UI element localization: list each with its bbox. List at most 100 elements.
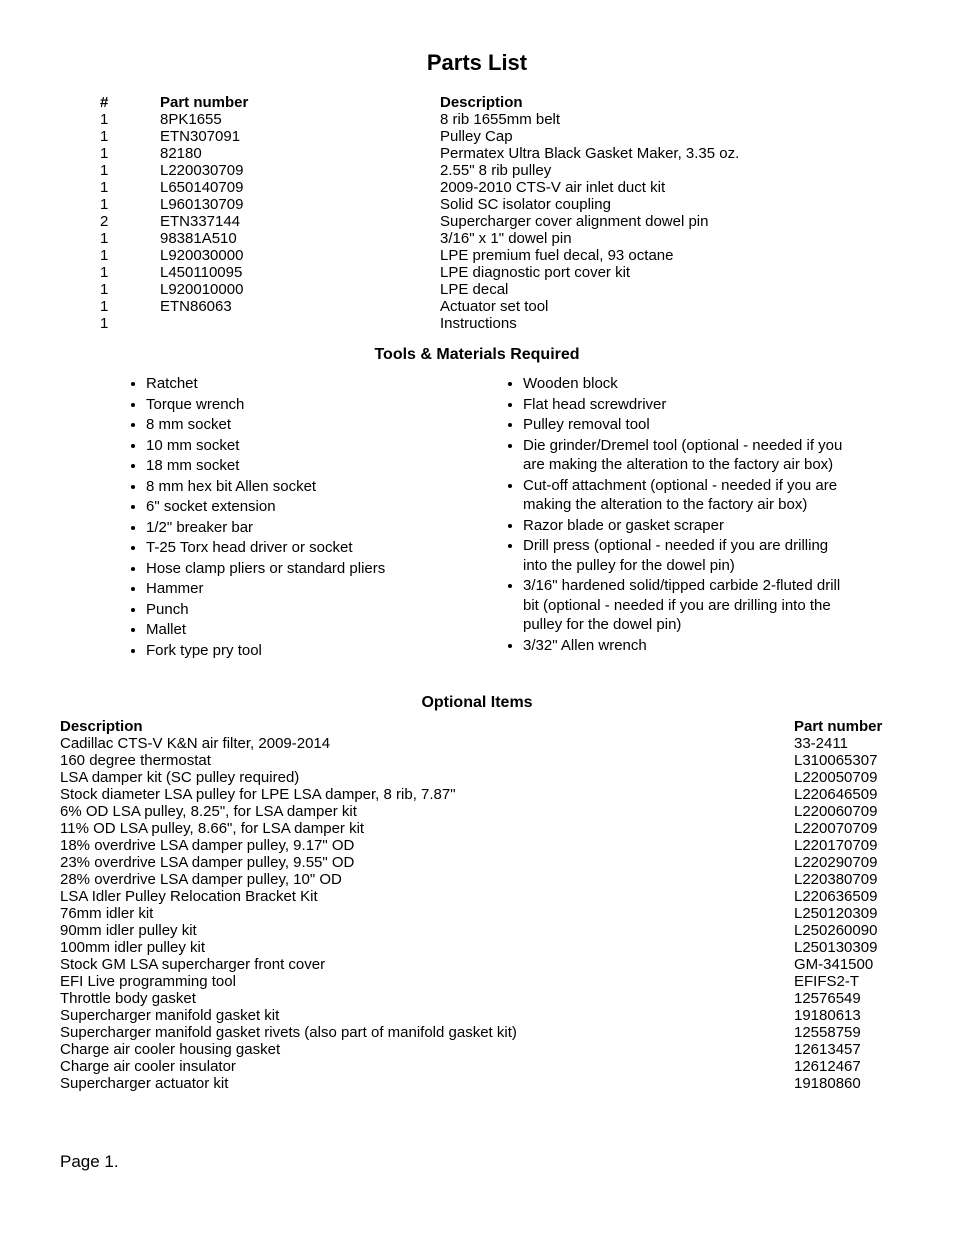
optional-description: Throttle body gasket xyxy=(60,990,794,1007)
tool-item: T-25 Torx head driver or socket xyxy=(146,538,477,558)
optional-row: 160 degree thermostatL310065307 xyxy=(60,752,894,769)
tool-item: Hose clamp pliers or standard pliers xyxy=(146,559,477,579)
optional-row: Charge air cooler housing gasket12613457 xyxy=(60,1041,894,1058)
optional-row: EFI Live programming toolEFIFS2-T xyxy=(60,973,894,990)
tools-col-left: RatchetTorque wrench8 mm socket10 mm soc… xyxy=(100,370,477,664)
tool-item: Ratchet xyxy=(146,374,477,394)
optional-description: 6% OD LSA pulley, 8.25", for LSA damper … xyxy=(60,803,794,820)
part-qty: 1 xyxy=(100,145,160,162)
optional-description: 28% overdrive LSA damper pulley, 10" OD xyxy=(60,871,794,888)
part-description: Solid SC isolator coupling xyxy=(440,196,894,213)
parts-table-header: # Part number Description xyxy=(100,94,894,111)
parts-table: # Part number Description 18PK16558 rib … xyxy=(100,94,894,332)
part-qty: 1 xyxy=(100,264,160,281)
part-qty: 1 xyxy=(100,247,160,264)
optional-part-number: L220636509 xyxy=(794,888,894,905)
optional-description: 160 degree thermostat xyxy=(60,752,794,769)
part-number xyxy=(160,315,440,332)
part-description: LPE decal xyxy=(440,281,894,298)
optional-heading: Optional Items xyxy=(60,694,894,712)
part-number: L450110095 xyxy=(160,264,440,281)
part-qty: 2 xyxy=(100,213,160,230)
optional-description: 76mm idler kit xyxy=(60,905,794,922)
optional-row: Stock GM LSA supercharger front coverGM-… xyxy=(60,956,894,973)
part-qty: 1 xyxy=(100,162,160,179)
part-qty: 1 xyxy=(100,196,160,213)
optional-row: Cadillac CTS-V K&N air filter, 2009-2014… xyxy=(60,735,894,752)
parts-row: 1ETN307091Pulley Cap xyxy=(100,128,894,145)
optional-row: LSA damper kit (SC pulley required)L2200… xyxy=(60,769,894,786)
optional-row: 28% overdrive LSA damper pulley, 10" ODL… xyxy=(60,871,894,888)
parts-row: 2ETN337144Supercharger cover alignment d… xyxy=(100,213,894,230)
parts-row: 1L450110095LPE diagnostic port cover kit xyxy=(100,264,894,281)
optional-row: 6% OD LSA pulley, 8.25", for LSA damper … xyxy=(60,803,894,820)
tool-item: 10 mm socket xyxy=(146,436,477,456)
optional-row: Supercharger manifold gasket rivets (als… xyxy=(60,1024,894,1041)
optional-part-number: 33-2411 xyxy=(794,735,894,752)
tool-item: Razor blade or gasket scraper xyxy=(523,516,854,536)
parts-row: 1L2200307092.55" 8 rib pulley xyxy=(100,162,894,179)
optional-row: 100mm idler pulley kitL250130309 xyxy=(60,939,894,956)
part-number: ETN337144 xyxy=(160,213,440,230)
optional-part-number: EFIFS2-T xyxy=(794,973,894,990)
tool-item: Flat head screwdriver xyxy=(523,395,854,415)
optional-part-number: L250260090 xyxy=(794,922,894,939)
part-description: 2009-2010 CTS-V air inlet duct kit xyxy=(440,179,894,196)
optional-row: Supercharger actuator kit19180860 xyxy=(60,1075,894,1092)
optional-part-number: L250120309 xyxy=(794,905,894,922)
part-number: L920030000 xyxy=(160,247,440,264)
part-qty: 1 xyxy=(100,128,160,145)
part-number: ETN86063 xyxy=(160,298,440,315)
optional-part-number: L220380709 xyxy=(794,871,894,888)
part-description: LPE diagnostic port cover kit xyxy=(440,264,894,281)
optional-part-number: 19180860 xyxy=(794,1075,894,1092)
optional-part-number: L220060709 xyxy=(794,803,894,820)
optional-part-number: GM-341500 xyxy=(794,956,894,973)
part-qty: 1 xyxy=(100,281,160,298)
parts-row: 198381A5103/16" x 1" dowel pin xyxy=(100,230,894,247)
optional-row: Stock diameter LSA pulley for LPE LSA da… xyxy=(60,786,894,803)
tool-item: 1/2" breaker bar xyxy=(146,518,477,538)
optional-part-number: L220070709 xyxy=(794,820,894,837)
part-number: ETN307091 xyxy=(160,128,440,145)
page-title: Parts List xyxy=(60,50,894,76)
parts-row: 1L6501407092009-2010 CTS-V air inlet duc… xyxy=(100,179,894,196)
optional-row: 90mm idler pulley kitL250260090 xyxy=(60,922,894,939)
optional-table-header: Description Part number xyxy=(60,718,894,735)
optional-part-number: 19180613 xyxy=(794,1007,894,1024)
optional-description: LSA damper kit (SC pulley required) xyxy=(60,769,794,786)
optional-part-number: L220646509 xyxy=(794,786,894,803)
part-description: Pulley Cap xyxy=(440,128,894,145)
optional-part-number: L310065307 xyxy=(794,752,894,769)
part-number: L220030709 xyxy=(160,162,440,179)
tool-item: 8 mm hex bit Allen socket xyxy=(146,477,477,497)
optional-description: 100mm idler pulley kit xyxy=(60,939,794,956)
optional-part-number: L220170709 xyxy=(794,837,894,854)
optional-description: LSA Idler Pulley Relocation Bracket Kit xyxy=(60,888,794,905)
optional-part-number: 12576549 xyxy=(794,990,894,1007)
col-header-description: Description xyxy=(60,718,794,735)
optional-row: Throttle body gasket12576549 xyxy=(60,990,894,1007)
part-description: LPE premium fuel decal, 93 octane xyxy=(440,247,894,264)
optional-part-number: L250130309 xyxy=(794,939,894,956)
tool-item: 3/32" Allen wrench xyxy=(523,636,854,656)
tool-item: Wooden block xyxy=(523,374,854,394)
part-description: 8 rib 1655mm belt xyxy=(440,111,894,128)
optional-part-number: L220290709 xyxy=(794,854,894,871)
part-number: L960130709 xyxy=(160,196,440,213)
part-qty: 1 xyxy=(100,230,160,247)
parts-row: 182180Permatex Ultra Black Gasket Maker,… xyxy=(100,145,894,162)
tool-item: 6" socket extension xyxy=(146,497,477,517)
parts-row: 18PK16558 rib 1655mm belt xyxy=(100,111,894,128)
parts-row: 1ETN86063Actuator set tool xyxy=(100,298,894,315)
optional-description: 11% OD LSA pulley, 8.66", for LSA damper… xyxy=(60,820,794,837)
page-number: Page 1. xyxy=(60,1152,894,1172)
tool-item: 18 mm socket xyxy=(146,456,477,476)
col-header-part-number: Part number xyxy=(794,718,894,735)
part-description: 2.55" 8 rib pulley xyxy=(440,162,894,179)
optional-part-number: L220050709 xyxy=(794,769,894,786)
tool-item: Fork type pry tool xyxy=(146,641,477,661)
optional-part-number: 12612467 xyxy=(794,1058,894,1075)
optional-description: Supercharger actuator kit xyxy=(60,1075,794,1092)
tool-item: Punch xyxy=(146,600,477,620)
